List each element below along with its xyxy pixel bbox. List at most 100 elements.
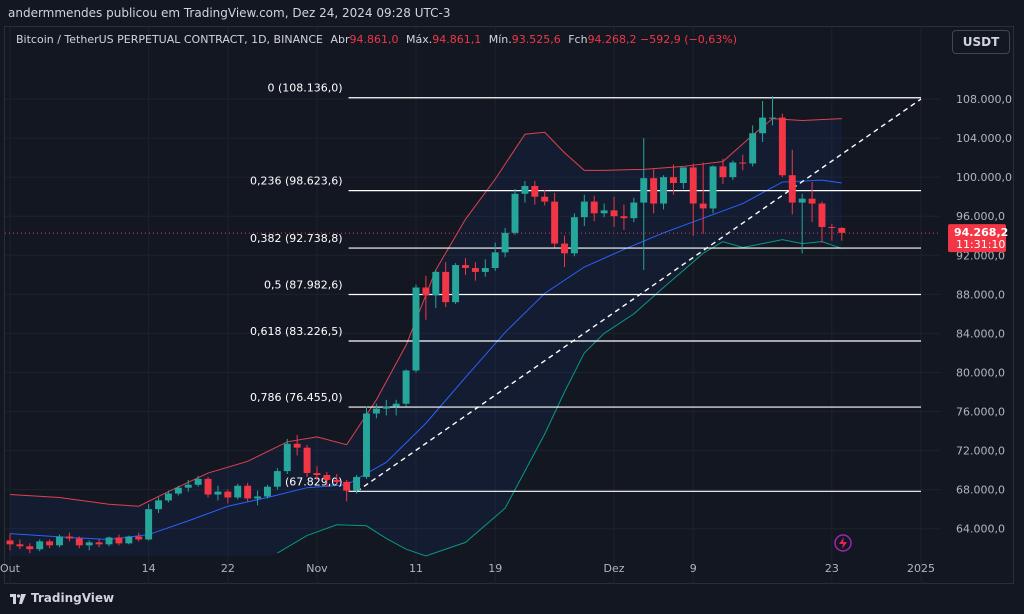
- publisher-bar: andermmendes publicou em TradingView.com…: [0, 0, 1024, 28]
- x-tick-label: Dez: [604, 562, 625, 575]
- candle-body: [343, 481, 351, 491]
- candle-body: [125, 536, 133, 544]
- y-tick-label: 92.000,0: [956, 249, 1005, 262]
- y-tick-label: 72.000,0: [956, 445, 1005, 458]
- brand-label: TradingView: [31, 591, 115, 605]
- last-price-tag: [948, 224, 1006, 253]
- candle-body: [818, 203, 826, 227]
- fib-level-label: 0,236 (98.623,6): [250, 175, 343, 188]
- candle-body: [194, 478, 202, 485]
- candle-body: [650, 178, 658, 204]
- low-value: 93.525,6: [511, 33, 561, 46]
- y-tick-label: 104.000,0: [956, 132, 1012, 145]
- fib-level-label: 0,618 (83.226,5): [250, 325, 343, 338]
- y-tick-label: 108.000,0: [956, 93, 1012, 106]
- candle-body: [234, 485, 242, 498]
- candle-body: [600, 210, 608, 214]
- candle-body: [273, 471, 281, 487]
- candle-body: [204, 478, 212, 495]
- candle-body: [590, 201, 598, 214]
- y-tick-label: 76.000,0: [956, 406, 1005, 419]
- candle-body: [462, 265, 469, 268]
- candle-body: [541, 196, 549, 202]
- fib-level-label: 1 (67.829,0): [275, 475, 343, 488]
- symbol-title[interactable]: Bitcoin / TetherUS PERPETUAL CONTRACT, 1…: [16, 33, 323, 46]
- candle-body: [323, 475, 331, 480]
- candle-body: [719, 166, 727, 178]
- candle-body: [679, 167, 687, 184]
- close-label: Fch: [568, 33, 588, 46]
- candle-body: [570, 217, 578, 254]
- change-value: −592,9 (−0,63%): [640, 33, 737, 46]
- x-tick-label: Nov: [306, 562, 328, 575]
- y-tick-label: 68.000,0: [956, 484, 1005, 497]
- open-label: Abr: [330, 33, 350, 46]
- candle-body: [452, 265, 460, 303]
- countdown-label: 11:31:10: [956, 238, 1005, 251]
- candle-body: [75, 538, 83, 546]
- event-icon[interactable]: [834, 534, 852, 552]
- high-value: 94.861,1: [432, 33, 482, 46]
- x-tick-label: 9: [690, 562, 697, 575]
- candle-body: [224, 491, 232, 498]
- x-tick-label: 19: [488, 562, 502, 575]
- x-tick-label: 22: [221, 562, 235, 575]
- candle-body: [283, 443, 291, 472]
- candle-body: [6, 540, 14, 545]
- candle-body: [412, 287, 420, 371]
- bollinger-fill: [10, 118, 842, 557]
- candle-body: [392, 403, 400, 407]
- candle-body: [808, 198, 816, 204]
- candle-body: [164, 493, 172, 501]
- candle-body: [788, 175, 796, 203]
- candle-body: [16, 544, 24, 547]
- candle-body: [135, 536, 143, 540]
- candle-body: [46, 541, 54, 546]
- close-value: 94.268,2: [587, 33, 637, 46]
- candle-body: [115, 537, 123, 544]
- y-tick-label: 88.000,0: [956, 288, 1005, 301]
- footer: TradingView: [0, 586, 1024, 614]
- last-price-label: 94.268,2: [954, 226, 1008, 239]
- candle-body: [551, 201, 559, 244]
- candle-body: [26, 546, 34, 550]
- candle-body: [501, 232, 509, 253]
- x-tick-label: 14: [142, 562, 156, 575]
- fib-level-label: 0,5 (87.982,6): [264, 279, 343, 292]
- event-bolt-icon: [839, 537, 847, 549]
- y-tick-label: 100.000,0: [956, 171, 1012, 184]
- high-label: Máx.: [405, 33, 433, 46]
- y-tick-label: 64.000,0: [956, 523, 1005, 536]
- candle-body: [105, 537, 113, 545]
- chart-frame: [4, 26, 1014, 584]
- candle-body: [521, 185, 529, 194]
- currency-button[interactable]: USDT: [952, 30, 1010, 54]
- y-tick-label: 84.000,0: [956, 327, 1005, 340]
- candle-body: [729, 162, 737, 178]
- ohlc-legend: Bitcoin / TetherUS PERPETUAL CONTRACT, 1…: [16, 33, 737, 46]
- tradingview-logo-icon: [10, 593, 26, 604]
- candle-body: [145, 509, 153, 540]
- candle-body: [640, 178, 648, 203]
- candle-body: [442, 271, 450, 303]
- candle-body: [481, 267, 489, 272]
- candle-body: [402, 370, 410, 404]
- open-value: 94.861,0: [349, 33, 399, 46]
- candle-body: [174, 487, 182, 494]
- candle-body: [333, 479, 341, 482]
- y-tick-label: 80.000,0: [956, 366, 1005, 379]
- x-tick-label: 11: [409, 562, 423, 575]
- candle-body: [511, 193, 519, 233]
- publisher-text: andermmendes publicou em TradingView.com…: [8, 6, 451, 20]
- candle-body: [422, 287, 430, 296]
- tradingview-brand[interactable]: TradingView: [10, 591, 114, 605]
- candle-body: [749, 133, 757, 164]
- candle-body: [838, 227, 846, 233]
- candle-body: [828, 226, 836, 228]
- candle-body: [669, 177, 677, 184]
- candle-body: [65, 536, 73, 539]
- candle-body: [689, 167, 697, 204]
- candle-body: [580, 201, 588, 218]
- y-tick-label: 96.000,0: [956, 210, 1005, 223]
